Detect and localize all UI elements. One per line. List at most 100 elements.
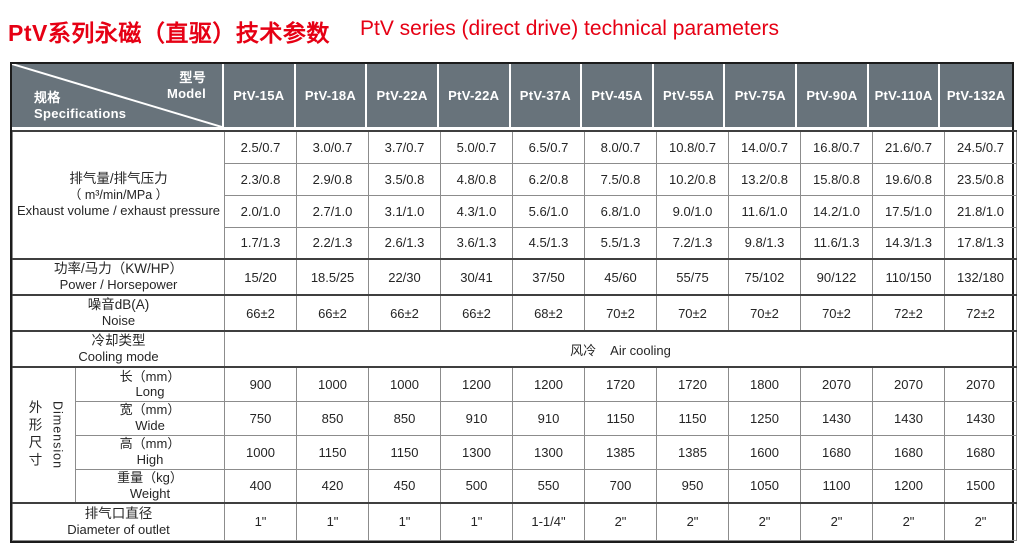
- dimension-value-cell: 1050: [728, 468, 801, 504]
- exhaust-value-cell: 6.5/0.7: [512, 130, 585, 164]
- header-corner-cell: 型号 Model 规格 Specifications: [12, 64, 224, 130]
- exhaust-value-cell: 6.2/0.8: [512, 162, 585, 196]
- dimension-row-label: 高（mm） High: [75, 434, 225, 470]
- dimension-value-cell: 1720: [584, 366, 657, 402]
- outlet-value-cell: 1": [296, 502, 369, 541]
- dimension-value-cell: 1430: [800, 400, 873, 436]
- exhaust-value-cell: 15.8/0.8: [800, 162, 873, 196]
- dimension-value-cell: 1150: [656, 400, 729, 436]
- exhaust-value-cell: 4.8/0.8: [440, 162, 513, 196]
- noise-row-label: 噪音dB(A) Noise: [12, 294, 225, 332]
- cooling-value-cell: 风冷 Air cooling: [224, 330, 1017, 368]
- exhaust-value-cell: 23.5/0.8: [944, 162, 1017, 196]
- dimension-value-cell: 450: [368, 468, 441, 504]
- noise-value-cell: 66±2: [224, 294, 297, 332]
- exhaust-value-cell: 5.0/0.7: [440, 130, 513, 164]
- model-header-cell: PtV-18A: [295, 64, 368, 130]
- dimension-value-cell: 1500: [944, 468, 1017, 504]
- power-row-label: 功率/马力（KW/HP） Power / Horsepower: [12, 258, 225, 296]
- noise-value-cell: 66±2: [296, 294, 369, 332]
- table-body: 排气量/排气压力（ m³/min/MPa ） Exhaust volume / e…: [12, 130, 1017, 541]
- dimension-value-cell: 910: [512, 400, 585, 436]
- noise-value-cell: 70±2: [584, 294, 657, 332]
- power-value-cell: 37/50: [512, 258, 585, 296]
- dimension-value-cell: 1150: [296, 434, 369, 470]
- dimension-value-cell: 950: [656, 468, 729, 504]
- dimension-group-label-zh: 外形尺寸: [26, 400, 42, 470]
- exhaust-value-cell: 14.0/0.7: [728, 130, 801, 164]
- exhaust-value-cell: 16.8/0.7: [800, 130, 873, 164]
- exhaust-value-cell: 5.5/1.3: [584, 226, 657, 260]
- dimension-value-cell: 1300: [440, 434, 513, 470]
- dimension-value-cell: 850: [296, 400, 369, 436]
- exhaust-value-cell: 17.5/1.0: [872, 194, 945, 228]
- cooling-row-label: 冷却类型 Cooling mode: [12, 330, 225, 368]
- power-value-cell: 75/102: [728, 258, 801, 296]
- model-header-cell: PtV-132A: [940, 64, 1013, 130]
- outlet-value-cell: 2": [800, 502, 873, 541]
- exhaust-value-cell: 3.1/1.0: [368, 194, 441, 228]
- outlet-value-cell: 2": [584, 502, 657, 541]
- dimension-value-cell: 1250: [728, 400, 801, 436]
- exhaust-value-cell: 7.2/1.3: [656, 226, 729, 260]
- model-header-cell: PtV-15A: [224, 64, 296, 130]
- dimension-value-cell: 910: [440, 400, 513, 436]
- dimension-value-cell: 1385: [584, 434, 657, 470]
- exhaust-value-cell: 21.8/1.0: [944, 194, 1017, 228]
- dimension-value-cell: 900: [224, 366, 297, 402]
- model-header-cell: PtV-45A: [582, 64, 654, 130]
- model-header-cell: PtV-22A: [438, 64, 511, 130]
- exhaust-value-cell: 24.5/0.7: [944, 130, 1017, 164]
- exhaust-value-cell: 9.0/1.0: [656, 194, 729, 228]
- exhaust-value-cell: 2.3/0.8: [224, 162, 297, 196]
- outlet-value-cell: 2": [656, 502, 729, 541]
- dimension-value-cell: 700: [584, 468, 657, 504]
- power-value-cell: 55/75: [656, 258, 729, 296]
- dimension-value-cell: 1680: [800, 434, 873, 470]
- power-value-cell: 22/30: [368, 258, 441, 296]
- exhaust-value-cell: 7.5/0.8: [584, 162, 657, 196]
- noise-value-cell: 72±2: [944, 294, 1017, 332]
- exhaust-value-cell: 3.7/0.7: [368, 130, 441, 164]
- power-value-cell: 15/20: [224, 258, 297, 296]
- dimension-row-label: 宽（mm） Wide: [75, 400, 225, 436]
- outlet-value-cell: 2": [872, 502, 945, 541]
- dimension-value-cell: 1200: [440, 366, 513, 402]
- dimension-row-label: 长（mm） Long: [75, 366, 225, 402]
- exhaust-value-cell: 2.0/1.0: [224, 194, 297, 228]
- dimension-value-cell: 500: [440, 468, 513, 504]
- power-value-cell: 90/122: [800, 258, 873, 296]
- dimension-value-cell: 1680: [872, 434, 945, 470]
- dimension-value-cell: 1800: [728, 366, 801, 402]
- outlet-value-cell: 2": [728, 502, 801, 541]
- dimension-value-cell: 1430: [944, 400, 1017, 436]
- exhaust-value-cell: 11.6/1.0: [728, 194, 801, 228]
- model-header-cell: PtV-75A: [725, 64, 798, 130]
- exhaust-value-cell: 21.6/0.7: [872, 130, 945, 164]
- power-value-cell: 132/180: [944, 258, 1017, 296]
- diagonal-divider: [12, 64, 222, 127]
- dimension-value-cell: 1385: [656, 434, 729, 470]
- exhaust-value-cell: 19.6/0.8: [872, 162, 945, 196]
- exhaust-value-cell: 3.0/0.7: [296, 130, 369, 164]
- exhaust-value-cell: 2.2/1.3: [296, 226, 369, 260]
- outlet-value-cell: 1": [224, 502, 297, 541]
- noise-value-cell: 72±2: [872, 294, 945, 332]
- dimension-value-cell: 1000: [296, 366, 369, 402]
- noise-value-cell: 66±2: [440, 294, 513, 332]
- dimension-value-cell: 1000: [368, 366, 441, 402]
- noise-value-cell: 68±2: [512, 294, 585, 332]
- exhaust-value-cell: 17.8/1.3: [944, 226, 1017, 260]
- outlet-value-cell: 2": [944, 502, 1017, 541]
- table-header-row: 型号 Model 规格 Specifications PtV-15A PtV-18…: [12, 64, 1013, 130]
- dimension-value-cell: 1150: [368, 434, 441, 470]
- model-header-cell: PtV-22A: [367, 64, 439, 130]
- cooling-mode-value: 风冷 Air cooling: [570, 342, 671, 358]
- dimension-value-cell: 1200: [512, 366, 585, 402]
- dimension-group-cell: 外形尺寸 Dimension: [12, 366, 76, 504]
- noise-value-cell: 70±2: [800, 294, 873, 332]
- exhaust-value-cell: 2.7/1.0: [296, 194, 369, 228]
- dimension-value-cell: 1680: [944, 434, 1017, 470]
- page-title-english: PtV series (direct drive) technical para…: [360, 17, 779, 40]
- dimension-value-cell: 850: [368, 400, 441, 436]
